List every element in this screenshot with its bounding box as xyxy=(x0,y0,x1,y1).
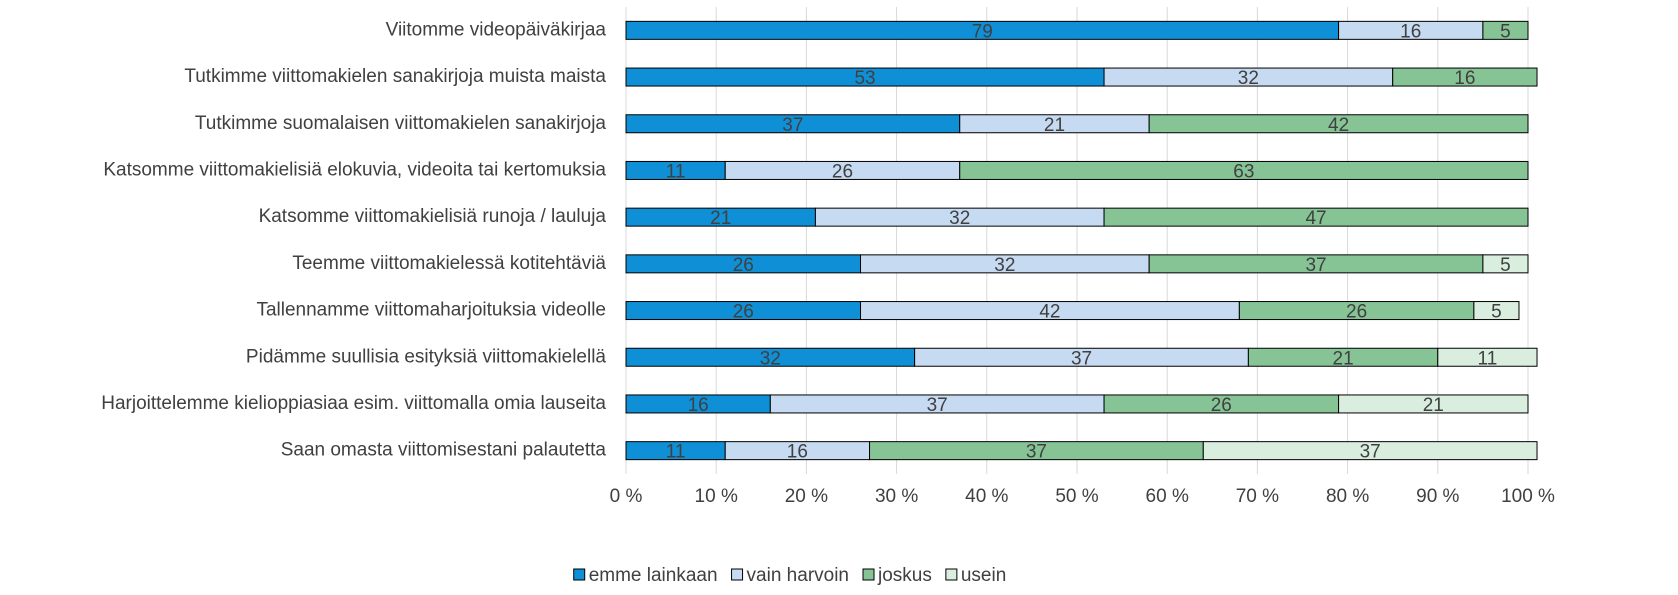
bar-segment xyxy=(1473,301,1520,321)
legend-swatch xyxy=(945,568,958,581)
data-label: 63 xyxy=(1233,161,1254,182)
data-label: 11 xyxy=(666,442,686,463)
data-label: 21 xyxy=(1423,395,1444,416)
data-label: 21 xyxy=(710,208,731,229)
y-tick-label: Harjoittelemme kielioppiasiaa esim. viit… xyxy=(101,393,606,414)
data-label: 53 xyxy=(854,68,875,89)
x-tick-label: 60 % xyxy=(1146,486,1189,507)
data-label: 26 xyxy=(832,161,853,182)
x-tick-label: 70 % xyxy=(1236,486,1279,507)
data-label: 42 xyxy=(1039,302,1060,323)
data-label: 26 xyxy=(733,255,754,276)
data-label: 21 xyxy=(1333,348,1354,369)
x-tick-label: 10 % xyxy=(695,486,738,507)
y-tick-label: Katsomme viittomakielisiä runoja / laulu… xyxy=(259,206,607,227)
bar-segment xyxy=(1103,207,1529,227)
data-label: 11 xyxy=(666,161,686,182)
x-tick-label: 100 % xyxy=(1501,486,1555,507)
x-tick-label: 50 % xyxy=(1055,486,1098,507)
bar-segment xyxy=(1392,67,1538,87)
data-label: 37 xyxy=(927,395,948,416)
x-tick-label: 0 % xyxy=(610,486,643,507)
x-tick-label: 40 % xyxy=(965,486,1008,507)
data-label: 32 xyxy=(760,348,781,369)
x-tick-label: 80 % xyxy=(1326,486,1369,507)
bar-segment xyxy=(959,160,1529,180)
data-label: 11 xyxy=(1478,348,1498,369)
bar-segment xyxy=(1148,114,1529,134)
data-label: 26 xyxy=(1211,395,1232,416)
y-tick-label: Viitomme videopäiväkirjaa xyxy=(386,19,607,40)
bar-segment xyxy=(1202,441,1538,461)
data-label: 5 xyxy=(1500,21,1511,42)
data-label: 16 xyxy=(688,395,709,416)
data-label: 37 xyxy=(1305,255,1326,276)
y-tick-label: Tallennamme viittomaharjoituksia videoll… xyxy=(256,300,606,321)
bar-segment xyxy=(1482,20,1529,40)
y-tick-label: Tutkimme viittomakielen sanakirjoja muis… xyxy=(184,66,606,87)
data-label: 32 xyxy=(949,208,970,229)
data-label: 37 xyxy=(1360,442,1381,463)
bar-segment xyxy=(1437,347,1538,367)
legend-swatch xyxy=(731,568,744,581)
x-tick-label: 90 % xyxy=(1416,486,1459,507)
x-tick-label: 30 % xyxy=(875,486,918,507)
data-label: 79 xyxy=(972,21,993,42)
data-label: 26 xyxy=(733,302,754,323)
legend-swatch xyxy=(573,568,586,581)
data-label: 47 xyxy=(1305,208,1326,229)
data-label: 37 xyxy=(1071,348,1092,369)
data-label: 37 xyxy=(782,115,803,136)
legend-label: vain harvoin xyxy=(747,565,849,586)
bar-segment xyxy=(1338,394,1529,414)
y-tick-label: Saan omasta viittomisestani palautetta xyxy=(281,440,607,461)
data-label: 42 xyxy=(1328,115,1349,136)
legend-swatch xyxy=(862,568,875,581)
y-tick-label: Pidämme suullisia esityksiä viittomakiel… xyxy=(246,346,607,367)
bar-segment xyxy=(1482,254,1529,274)
y-tick-label: Katsomme viittomakielisiä elokuvia, vide… xyxy=(103,159,606,180)
data-label: 16 xyxy=(1400,21,1421,42)
y-tick-label: Teemme viittomakielessä kotitehtäviä xyxy=(292,253,606,274)
data-label: 32 xyxy=(994,255,1015,276)
data-label: 21 xyxy=(1044,115,1065,136)
data-label: 16 xyxy=(787,442,808,463)
x-tick-label: 20 % xyxy=(785,486,828,507)
legend-label: joskus xyxy=(877,565,932,586)
data-label: 37 xyxy=(1026,442,1047,463)
legend-label: emme lainkaan xyxy=(589,565,718,586)
data-label: 32 xyxy=(1238,68,1259,89)
y-tick-label: Tutkimme suomalaisen viittomakielen sana… xyxy=(195,113,607,134)
data-label: 26 xyxy=(1346,302,1367,323)
data-label: 16 xyxy=(1454,68,1475,89)
legend-label: usein xyxy=(961,565,1006,586)
data-label: 5 xyxy=(1500,255,1511,276)
data-label: 5 xyxy=(1491,302,1502,323)
